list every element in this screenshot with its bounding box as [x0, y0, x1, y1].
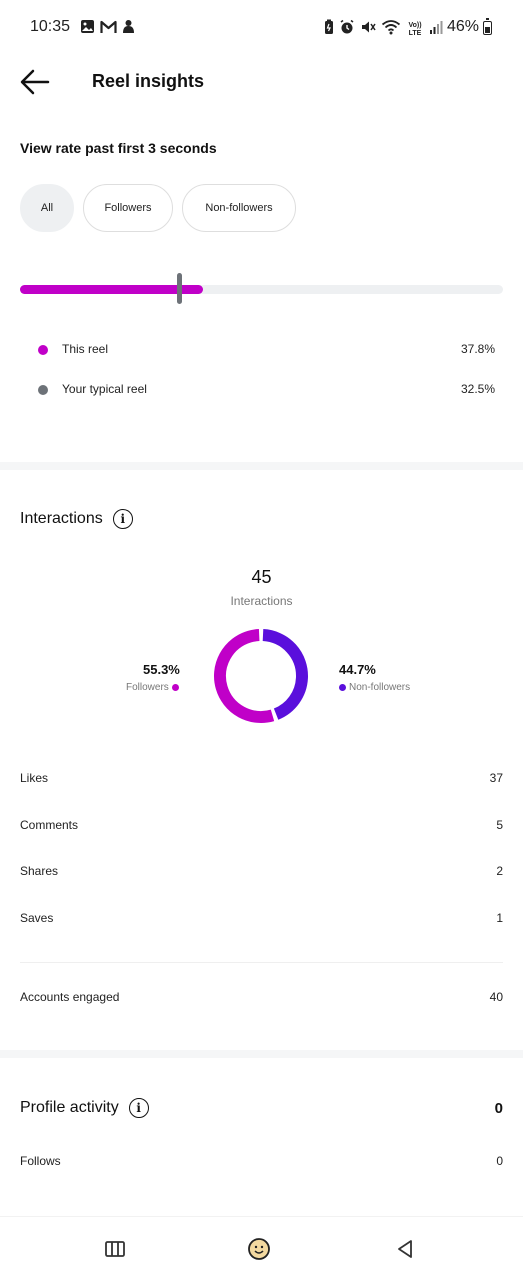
- likes-value: 37: [489, 771, 503, 785]
- interactions-total: 45: [251, 567, 272, 587]
- profile-activity-value: 0: [494, 1100, 503, 1117]
- recent-apps-icon[interactable]: [103, 1237, 127, 1261]
- alarm-icon: [339, 19, 355, 40]
- non-followers-legend-dot: [339, 684, 346, 691]
- shares-value: 2: [496, 864, 503, 878]
- gallery-icon: [80, 19, 95, 39]
- accounts-engaged-value: 40: [489, 990, 503, 1004]
- saves-value: 1: [496, 911, 503, 925]
- non-followers-percentage: 44.7%: [339, 662, 376, 677]
- battery-icon: [483, 18, 492, 35]
- info-icon[interactable]: i: [128, 1098, 149, 1118]
- likes-label: Likes: [20, 771, 49, 785]
- profile-activity-title: Profile activity: [20, 1099, 119, 1116]
- home-icon[interactable]: [247, 1237, 271, 1261]
- comments-value: 5: [496, 818, 503, 832]
- filter-chip-non-followers[interactable]: Non-followers: [182, 184, 296, 232]
- non-followers-legend-label: Non-followers: [349, 682, 411, 693]
- status-left-icons: [80, 19, 135, 39]
- interactions-header: Interactions i: [20, 509, 133, 529]
- saves-label: Saves: [20, 911, 54, 925]
- notification-icon: [122, 19, 135, 39]
- info-icon[interactable]: i: [112, 509, 133, 529]
- follows-label: Follows: [20, 1154, 61, 1168]
- this-reel-value: 37.8%: [460, 342, 495, 356]
- stats-divider: [20, 962, 503, 963]
- this-reel-label: This reel: [62, 342, 109, 356]
- interactions-total-label: Interactions: [230, 594, 293, 608]
- battery-saver-icon: [324, 19, 334, 40]
- view-rate-track: [20, 285, 503, 294]
- donut-segment-non-followers: [214, 629, 308, 723]
- comments-label: Comments: [20, 818, 79, 832]
- status-time: 10:35: [30, 18, 71, 35]
- accounts-engaged-label: Accounts engaged: [20, 990, 120, 1004]
- page-title: Reel insights: [92, 71, 205, 91]
- donut-segment-followers: [214, 629, 308, 723]
- volte-icon: Vo)) LTE: [408, 21, 422, 37]
- followers-percentage: 55.3%: [143, 662, 180, 677]
- typical-reel-value: 32.5%: [460, 382, 495, 396]
- signal-icon: [429, 20, 443, 40]
- battery-percentage: 46%: [446, 18, 479, 35]
- section-divider: [0, 1050, 523, 1058]
- section-divider: [0, 462, 523, 470]
- typical-reel-dot: [38, 385, 48, 395]
- legend-typical-reel: Your typical reel 32.5%: [38, 380, 503, 400]
- back-icon[interactable]: [393, 1237, 417, 1261]
- legend-this-reel: This reel 37.8%: [38, 340, 503, 360]
- gmail-icon: [100, 20, 117, 39]
- this-reel-dot: [38, 345, 48, 355]
- view-rate-fill-this-reel: [20, 285, 203, 294]
- interactions-title: Interactions: [20, 510, 103, 527]
- profile-activity-header: Profile activity i: [20, 1098, 149, 1118]
- system-nav-bar: [0, 1216, 523, 1280]
- followers-legend-label: Followers: [126, 682, 169, 693]
- follows-value: 0: [496, 1154, 503, 1168]
- filter-chip-followers[interactable]: Followers: [83, 184, 173, 232]
- view-rate-title: View rate past first 3 seconds: [20, 140, 217, 156]
- app-header: Reel insights: [0, 56, 523, 112]
- shares-label: Shares: [20, 864, 59, 878]
- mute-icon: [360, 19, 376, 40]
- status-bar: 10:35 Vo)) LTE 46%: [0, 0, 523, 56]
- non-followers-legend: Non-followers: [339, 682, 410, 693]
- filter-chip-all[interactable]: All: [20, 184, 74, 232]
- status-right-icons: Vo)) LTE: [324, 19, 443, 40]
- followers-legend: Followers: [126, 682, 179, 693]
- followers-legend-dot: [171, 684, 179, 691]
- interactions-donut-chart: [214, 629, 308, 723]
- typical-reel-marker: [176, 273, 182, 304]
- wifi-icon: [381, 19, 401, 40]
- typical-reel-label: Your typical reel: [62, 382, 147, 396]
- back-arrow-icon[interactable]: [18, 68, 52, 96]
